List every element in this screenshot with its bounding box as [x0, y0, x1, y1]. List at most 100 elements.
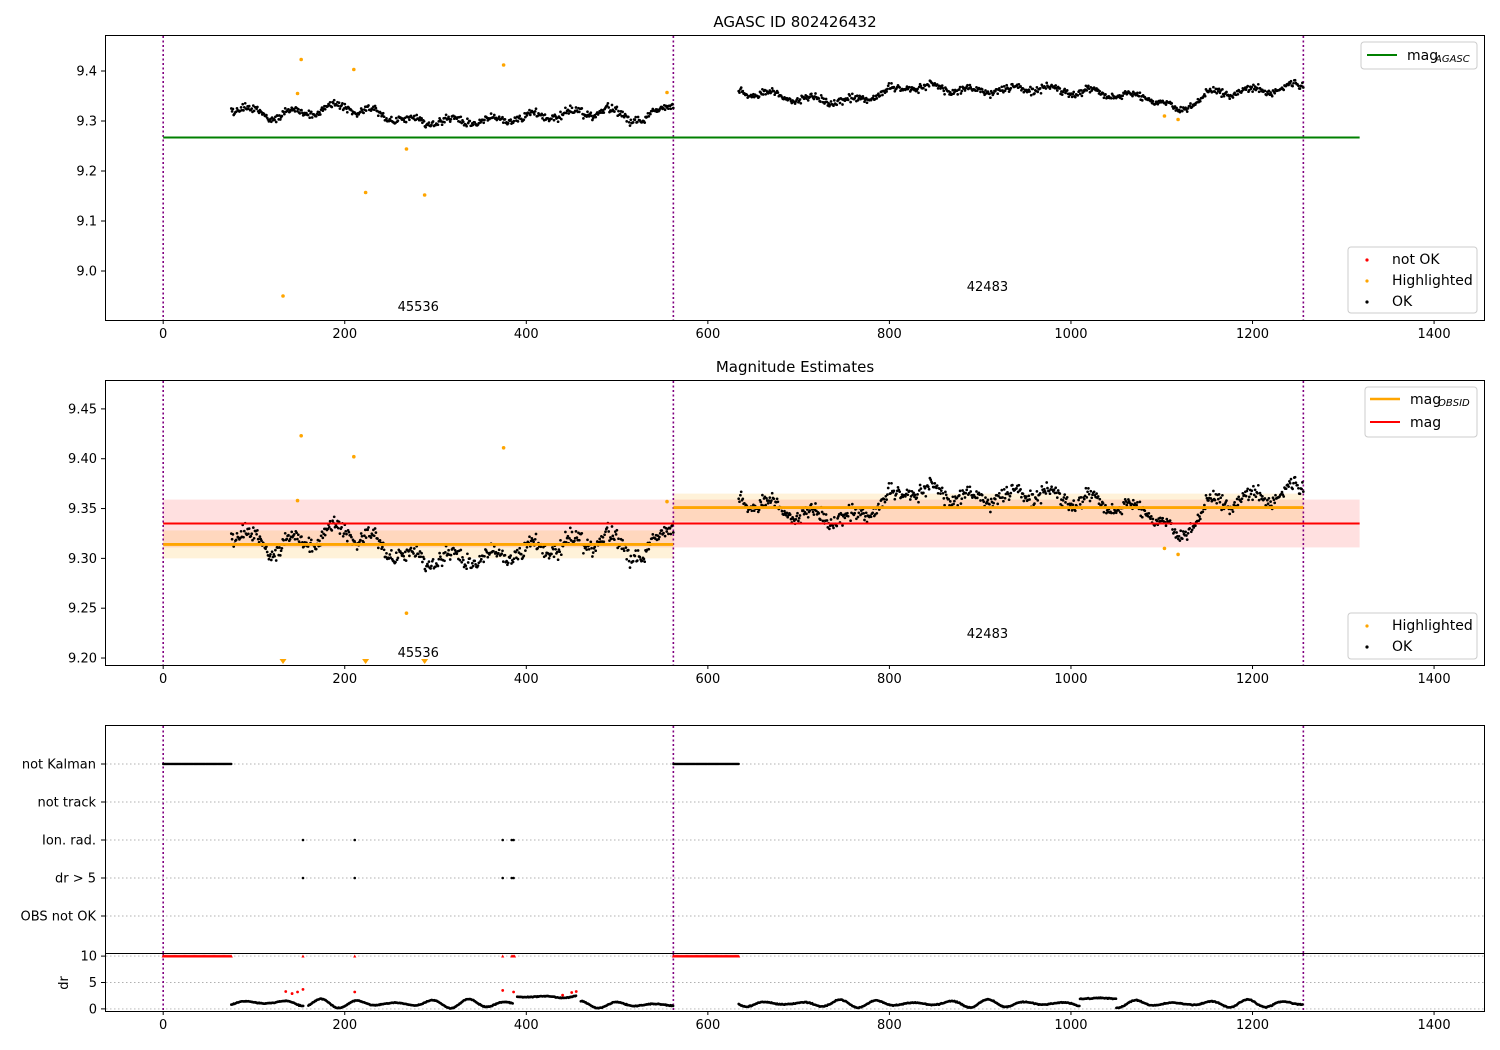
mag-ok-point [616, 546, 620, 550]
mag-ok-point [347, 530, 351, 534]
mag-highlighted-point [665, 499, 669, 504]
agasc-ok-point [1035, 86, 1039, 89]
dr-panel-axes: 0 200 400 600 800 1000 1200 1400 0 5 10 [80, 950, 1450, 1033]
mag-ok-point [1130, 502, 1134, 506]
mag-ok-point [589, 540, 593, 544]
mag-ok-point [913, 493, 917, 497]
agasc-ok-point [528, 108, 531, 112]
agasc-panel-axes: 0 200 400 600 800 1000 1200 1400 9.0 9.1 9.2 9.3 9.4 [76, 65, 1450, 343]
agasc-ok-point [980, 87, 984, 91]
mag-ok-point [497, 551, 500, 555]
agasc-ok-point [274, 120, 278, 124]
mag-ok-point [1245, 489, 1249, 493]
mag-ok-point [519, 552, 523, 556]
legend-box [1347, 246, 1478, 314]
agasc-ok-point [522, 118, 526, 122]
magnitude-panel: Magnitude Estimates 45536 42483 0 200 400 60… [68, 358, 1485, 687]
mag-ok-point [296, 537, 299, 541]
mag-ok-point [665, 530, 669, 533]
agasc-ok-point [367, 104, 370, 107]
agasc-ok-point [1002, 85, 1006, 88]
mag-ok-point [610, 525, 614, 528]
mag-ok-point [886, 493, 889, 496]
mag-ok-point [367, 526, 370, 529]
dr-red-point [570, 991, 574, 994]
mag-ok-point [1263, 497, 1267, 500]
agasc-ok-point [738, 91, 741, 94]
mag-ok-point [871, 511, 875, 515]
mag-ok-point [628, 566, 632, 569]
mag-ok-point [558, 550, 562, 554]
legend-box [1360, 41, 1478, 70]
mag-ok-point [1077, 498, 1080, 502]
mag-ok-point [582, 551, 585, 555]
mag-ok-point [759, 500, 763, 504]
agasc-ok-point [1292, 81, 1295, 85]
agasc-ok-point [916, 87, 919, 91]
mag-ok-point [564, 530, 567, 534]
legend-mag-obsid-label: mag [1410, 392, 1441, 408]
mag-ok-point [552, 555, 556, 559]
mag-ok-point [892, 489, 896, 493]
mag-ok-point [439, 555, 442, 559]
mag-ok-point [292, 532, 296, 536]
mag-ok-point [1217, 493, 1221, 496]
mag-ok-point [1024, 495, 1028, 498]
legend-ok-marker [1365, 645, 1369, 649]
mag-y-tick-label: 9.30 [68, 552, 97, 567]
agasc-ok-point [1250, 85, 1254, 89]
mag-ok-point [269, 558, 273, 562]
mag-ok-point [1019, 487, 1022, 491]
mag-ok-point [992, 501, 995, 505]
mag-ok-point [805, 512, 808, 516]
agasc-ok-point [1060, 93, 1064, 96]
mag-ok-point [967, 491, 971, 495]
agasc-ok-point [799, 101, 803, 105]
mag-ok-point [961, 489, 964, 492]
agasc-ok-point [924, 88, 928, 92]
agasc-ok-point [814, 92, 817, 95]
mag-ok-point [1036, 499, 1040, 502]
mag-ok-point [1178, 539, 1182, 542]
mag-ok-point [257, 540, 261, 544]
mag-ok-point [869, 515, 873, 519]
agasc-ok-point [1136, 91, 1139, 95]
mag-ok-point [986, 498, 990, 502]
agasc-x-tick-label: 400 [514, 327, 539, 342]
agasc-ok-point [381, 111, 385, 115]
agasc-ok-point [819, 93, 823, 97]
mag-ok-point [308, 550, 312, 554]
agasc-ok-point [379, 111, 383, 115]
mag-ok-point [1172, 530, 1176, 534]
mag-ok-point [300, 535, 303, 538]
agasc-ok-point [465, 124, 468, 128]
agasc-ok-point [570, 106, 574, 110]
agasc-ok-point [629, 118, 633, 122]
mag-ok-point [418, 550, 422, 553]
agasc-ok-point [1269, 91, 1272, 94]
mag-ok-point [479, 557, 483, 561]
mag-ok-point [301, 540, 304, 544]
mag-ok-point [332, 515, 336, 519]
agasc-ok-point [806, 99, 810, 102]
agasc-ok-point [296, 107, 300, 111]
agasc-ok-point [824, 97, 828, 101]
mag-ok-point [1136, 501, 1139, 504]
mag-ok-point [1293, 475, 1297, 479]
agasc-ok-point [1170, 102, 1174, 105]
agasc-ok-point [1256, 82, 1260, 86]
mag-ok-point [1186, 531, 1190, 535]
mag-ok-point [345, 532, 348, 536]
mag-ok-point [1269, 500, 1272, 503]
mag-ok-point [591, 555, 594, 558]
mag-ok-point [1046, 486, 1049, 490]
mag-ok-point [515, 548, 519, 552]
mag-ok-point [265, 545, 268, 548]
agasc-ok-point [1039, 91, 1043, 95]
mag-ok-point [591, 551, 595, 554]
agasc-ok-point [323, 107, 327, 111]
agasc-ok-point [1291, 84, 1294, 88]
mag-highlighted-point [295, 498, 300, 503]
mag-ok-point [788, 513, 792, 516]
agasc-ok-point [988, 92, 991, 96]
